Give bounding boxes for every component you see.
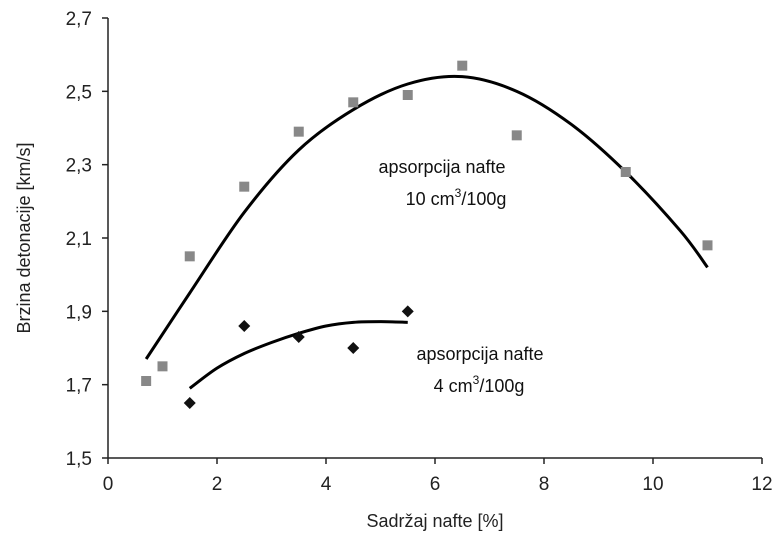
annotation-10cm: apsorpcija nafte 10 cm3/100g bbox=[378, 157, 506, 209]
data-point-square bbox=[141, 376, 152, 386]
data-point-square bbox=[184, 251, 195, 262]
data-point-square bbox=[702, 240, 713, 251]
annotation-10cm-line2: 10 cm3/100g bbox=[406, 186, 507, 209]
data-point-diamond bbox=[401, 305, 414, 318]
y-tick-label: 1,7 bbox=[66, 376, 92, 397]
y-ticks: 1,5 1,7 1,9 2,1 2,3 2,5 2,7 bbox=[66, 9, 108, 470]
x-ticks: 0 2 4 6 8 10 12 bbox=[103, 458, 773, 495]
annotation-4cm-sup: 3 bbox=[473, 373, 480, 387]
x-tick-label: 0 bbox=[103, 474, 114, 495]
y-tick-label: 2,3 bbox=[66, 156, 92, 177]
data-point-square bbox=[511, 130, 522, 141]
data-point-square bbox=[620, 167, 631, 177]
x-axis-title: Sadržaj nafte [%] bbox=[366, 511, 503, 531]
data-point-square bbox=[348, 97, 359, 108]
y-tick-label: 1,9 bbox=[66, 302, 92, 323]
y-tick-label: 2,7 bbox=[66, 9, 92, 30]
x-tick-label: 10 bbox=[642, 474, 663, 495]
y-axis-title: Brzina detonacije [km/s] bbox=[14, 142, 34, 333]
data-point-diamond bbox=[292, 331, 305, 343]
trendline-series-1 bbox=[144, 74, 709, 360]
annotation-10cm-line1: apsorpcija nafte bbox=[378, 157, 505, 177]
data-point-diamond bbox=[183, 397, 196, 409]
annotation-4cm-line1: apsorpcija nafte bbox=[416, 344, 543, 364]
annotation-4cm-prefix: 4 cm bbox=[434, 376, 473, 396]
x-tick-label: 8 bbox=[539, 474, 550, 495]
y-tick-label: 1,5 bbox=[66, 449, 92, 470]
data-point-square bbox=[402, 90, 413, 100]
annotation-10cm-sup: 3 bbox=[455, 186, 462, 200]
data-point-diamond bbox=[347, 342, 360, 354]
x-tick-label: 6 bbox=[430, 474, 441, 495]
annotation-10cm-suffix: /100g bbox=[461, 189, 506, 209]
data-points bbox=[141, 60, 713, 409]
x-tick-label: 4 bbox=[321, 474, 332, 495]
y-tick-label: 2,1 bbox=[66, 229, 92, 250]
data-point-square bbox=[157, 361, 168, 372]
data-point-square bbox=[457, 60, 468, 71]
data-point-square bbox=[239, 181, 250, 192]
data-point-diamond bbox=[238, 320, 251, 332]
y-tick-label: 2,5 bbox=[66, 82, 92, 103]
annotation-10cm-prefix: 10 cm bbox=[406, 189, 455, 209]
x-tick-label: 2 bbox=[212, 474, 223, 495]
data-point-square bbox=[293, 126, 304, 137]
trendlines bbox=[144, 74, 709, 390]
x-tick-label: 12 bbox=[751, 474, 772, 495]
annotation-4cm-suffix: /100g bbox=[479, 376, 524, 396]
annotation-4cm-line2: 4 cm3/100g bbox=[434, 373, 525, 396]
annotation-4cm: apsorpcija nafte 4 cm3/100g bbox=[416, 344, 543, 396]
